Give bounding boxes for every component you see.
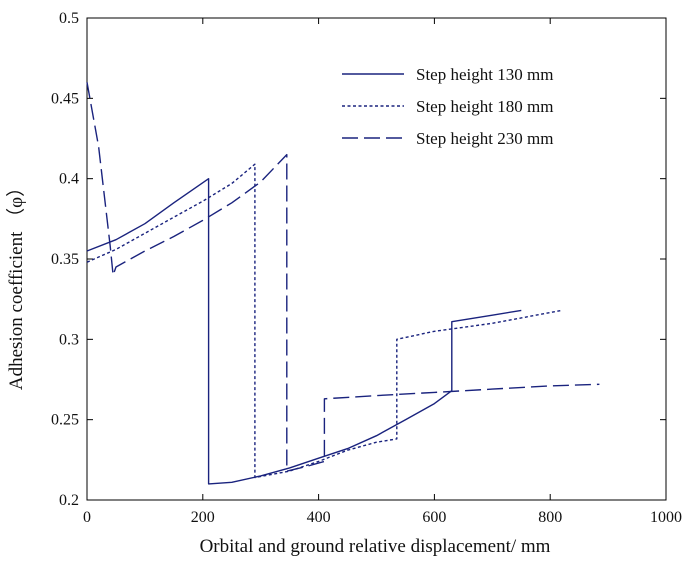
plot-frame [86, 17, 667, 501]
y-axis-ticks: 0.2 0.25 0.3 0.35 0.4 0.45 0.5 [51, 10, 666, 509]
y-tick-label: 0.25 [51, 412, 79, 429]
series-line-1 [86, 177, 522, 485]
y-axis-title: Adhesion coefficient （φ） [5, 178, 27, 390]
x-tick-label: 1000 [650, 509, 682, 526]
legend: Step height 130 mm Step height 180 mm Step… [342, 65, 553, 148]
x-tick-label: 600 [422, 509, 446, 526]
legend-label-3: Step height 230 mm [416, 129, 553, 148]
x-axis-ticks: 0 200 400 600 800 1000 [83, 18, 682, 526]
x-tick-label: 400 [307, 509, 331, 526]
x-tick-label: 800 [538, 509, 562, 526]
series-layer [86, 82, 600, 485]
y-tick-label: 0.2 [59, 492, 79, 509]
y-tick-label: 0.3 [59, 331, 79, 348]
x-axis-title: Orbital and ground relative displacement… [200, 536, 551, 557]
legend-label-1: Step height 130 mm [416, 65, 553, 84]
legend-label-2: Step height 180 mm [416, 97, 553, 116]
plot-area-border [86, 17, 667, 501]
y-tick-label: 0.45 [51, 90, 79, 107]
y-tick-label: 0.4 [59, 171, 79, 188]
x-tick-label: 200 [191, 509, 215, 526]
y-tick-label: 0.5 [59, 10, 79, 27]
y-tick-label: 0.35 [51, 251, 79, 268]
series-line-3 [86, 82, 600, 472]
x-tick-label: 0 [83, 509, 91, 526]
